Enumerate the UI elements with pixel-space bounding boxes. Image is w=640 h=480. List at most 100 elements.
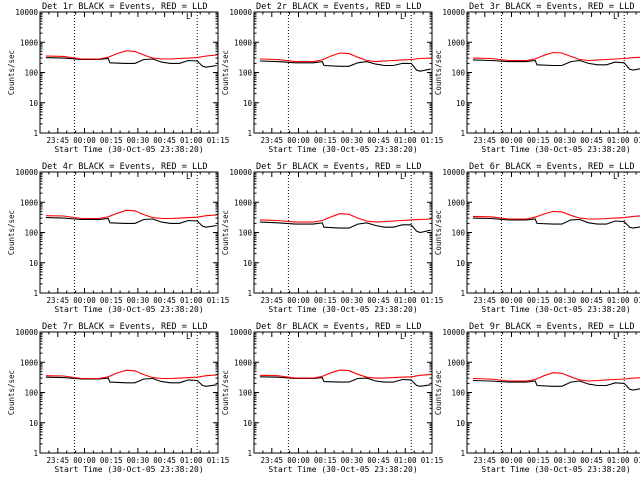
y-tick-label: 1 bbox=[247, 129, 252, 138]
y-tick-label: 10 bbox=[456, 419, 466, 428]
x-tick-label: 00:00 bbox=[73, 456, 96, 465]
x-tick-label: 00:00 bbox=[73, 296, 96, 305]
series-lld-line bbox=[45, 50, 217, 60]
x-tick-label: 23:45 bbox=[261, 136, 284, 145]
y-tick-label: 100 bbox=[451, 229, 465, 238]
x-tick-label: 00:15 bbox=[100, 456, 123, 465]
y-tick-label: 10000 bbox=[229, 328, 252, 337]
marker-label: L bbox=[613, 12, 618, 21]
y-axis-label: Counts/sec bbox=[7, 210, 16, 255]
x-tick-label: 01:00 bbox=[180, 296, 203, 305]
marker-label: L bbox=[400, 332, 405, 341]
x-tick-label: 00:30 bbox=[341, 456, 364, 465]
plot-frame bbox=[466, 171, 640, 294]
series-events-line bbox=[259, 376, 431, 387]
x-tick-label: 00:45 bbox=[367, 136, 390, 145]
y-tick-label: 1000 bbox=[234, 358, 253, 367]
x-tick-label: 01:00 bbox=[180, 456, 203, 465]
x-tick-label: 01:00 bbox=[394, 136, 417, 145]
x-tick-label: 01:15 bbox=[421, 456, 444, 465]
y-tick-label: 10 bbox=[456, 99, 466, 108]
y-tick-label: 10000 bbox=[15, 328, 38, 337]
plot-frame bbox=[466, 11, 640, 134]
marker-label: L bbox=[613, 172, 618, 181]
x-tick-label: 01:15 bbox=[421, 296, 444, 305]
y-axis-label: Counts/sec bbox=[434, 370, 443, 415]
x-tick-label: 00:30 bbox=[554, 456, 577, 465]
x-tick-label: 00:00 bbox=[287, 296, 310, 305]
plot-frame bbox=[253, 171, 433, 294]
y-tick-label: 1 bbox=[33, 129, 38, 138]
x-tick-label: 01:00 bbox=[394, 456, 417, 465]
y-axis-label: Counts/sec bbox=[221, 210, 230, 255]
y-axis-label: Counts/sec bbox=[7, 370, 16, 415]
series-events-line bbox=[472, 59, 640, 71]
y-tick-label: 1000 bbox=[447, 358, 466, 367]
series-lld-line bbox=[45, 369, 217, 380]
y-axis-label: Counts/sec bbox=[434, 210, 443, 255]
x-axis-label: Start Time (30-Oct-05 23:38:20) bbox=[481, 145, 630, 154]
y-tick-label: 10000 bbox=[15, 8, 38, 17]
marker-label: L bbox=[400, 12, 405, 21]
plot-frame bbox=[39, 331, 219, 454]
x-tick-label: 23:45 bbox=[47, 296, 70, 305]
x-tick-label: 00:45 bbox=[153, 136, 176, 145]
x-tick-label: 01:15 bbox=[207, 296, 230, 305]
series-events-line bbox=[45, 376, 217, 387]
x-tick-label: 01:15 bbox=[421, 136, 444, 145]
chart-title: Det 3r BLACK = Events, RED = LLD bbox=[469, 2, 635, 12]
x-tick-label: 01:15 bbox=[207, 456, 230, 465]
marker-label: L bbox=[186, 332, 191, 341]
y-tick-label: 1 bbox=[247, 449, 252, 458]
x-tick-label: 23:45 bbox=[47, 456, 70, 465]
y-tick-label: 1000 bbox=[447, 198, 466, 207]
x-tick-label: 01:00 bbox=[607, 136, 630, 145]
series-lld-line bbox=[259, 369, 431, 379]
y-tick-label: 1000 bbox=[234, 38, 253, 47]
x-tick-label: 00:45 bbox=[580, 296, 603, 305]
y-tick-label: 10 bbox=[29, 259, 39, 268]
x-tick-label: 01:15 bbox=[634, 296, 640, 305]
x-tick-label: 00:45 bbox=[580, 456, 603, 465]
series-events-line bbox=[472, 217, 640, 229]
chart-title: Det 1r BLACK = Events, RED = LLD bbox=[42, 2, 208, 12]
x-tick-label: 00:45 bbox=[367, 456, 390, 465]
chart-title: Det 8r BLACK = Events, RED = LLD bbox=[256, 322, 422, 332]
chart-title: Det 2r BLACK = Events, RED = LLD bbox=[256, 2, 422, 12]
x-tick-label: 00:45 bbox=[580, 136, 603, 145]
x-tick-label: 00:15 bbox=[100, 296, 123, 305]
x-tick-label: 00:00 bbox=[500, 136, 523, 145]
x-tick-label: 23:45 bbox=[474, 136, 497, 145]
y-tick-label: 100 bbox=[451, 389, 465, 398]
x-axis-label: Start Time (30-Oct-05 23:38:20) bbox=[481, 305, 630, 314]
y-tick-label: 10000 bbox=[229, 168, 252, 177]
x-tick-label: 01:15 bbox=[207, 136, 230, 145]
x-tick-label: 01:15 bbox=[634, 456, 640, 465]
y-axis-label: Counts/sec bbox=[7, 50, 16, 95]
x-tick-label: 00:15 bbox=[314, 136, 337, 145]
x-tick-label: 00:30 bbox=[554, 136, 577, 145]
marker-label: L bbox=[613, 332, 618, 341]
plot-frame bbox=[253, 331, 433, 454]
series-lld-line bbox=[259, 213, 431, 223]
x-tick-label: 01:00 bbox=[394, 296, 417, 305]
x-axis-label: Start Time (30-Oct-05 23:38:20) bbox=[54, 305, 203, 314]
x-axis-label: Start Time (30-Oct-05 23:38:20) bbox=[481, 465, 630, 474]
y-tick-label: 100 bbox=[24, 389, 38, 398]
chart-title: Det 4r BLACK = Events, RED = LLD bbox=[42, 162, 208, 172]
y-tick-label: 10 bbox=[29, 419, 39, 428]
y-tick-label: 1000 bbox=[447, 38, 466, 47]
x-tick-label: 00:15 bbox=[314, 296, 337, 305]
series-events-line bbox=[45, 57, 217, 68]
y-tick-label: 1000 bbox=[20, 198, 39, 207]
marker-label: L bbox=[186, 12, 191, 21]
y-tick-label: 1000 bbox=[234, 198, 253, 207]
y-tick-label: 100 bbox=[451, 69, 465, 78]
y-axis-label: Counts/sec bbox=[221, 370, 230, 415]
